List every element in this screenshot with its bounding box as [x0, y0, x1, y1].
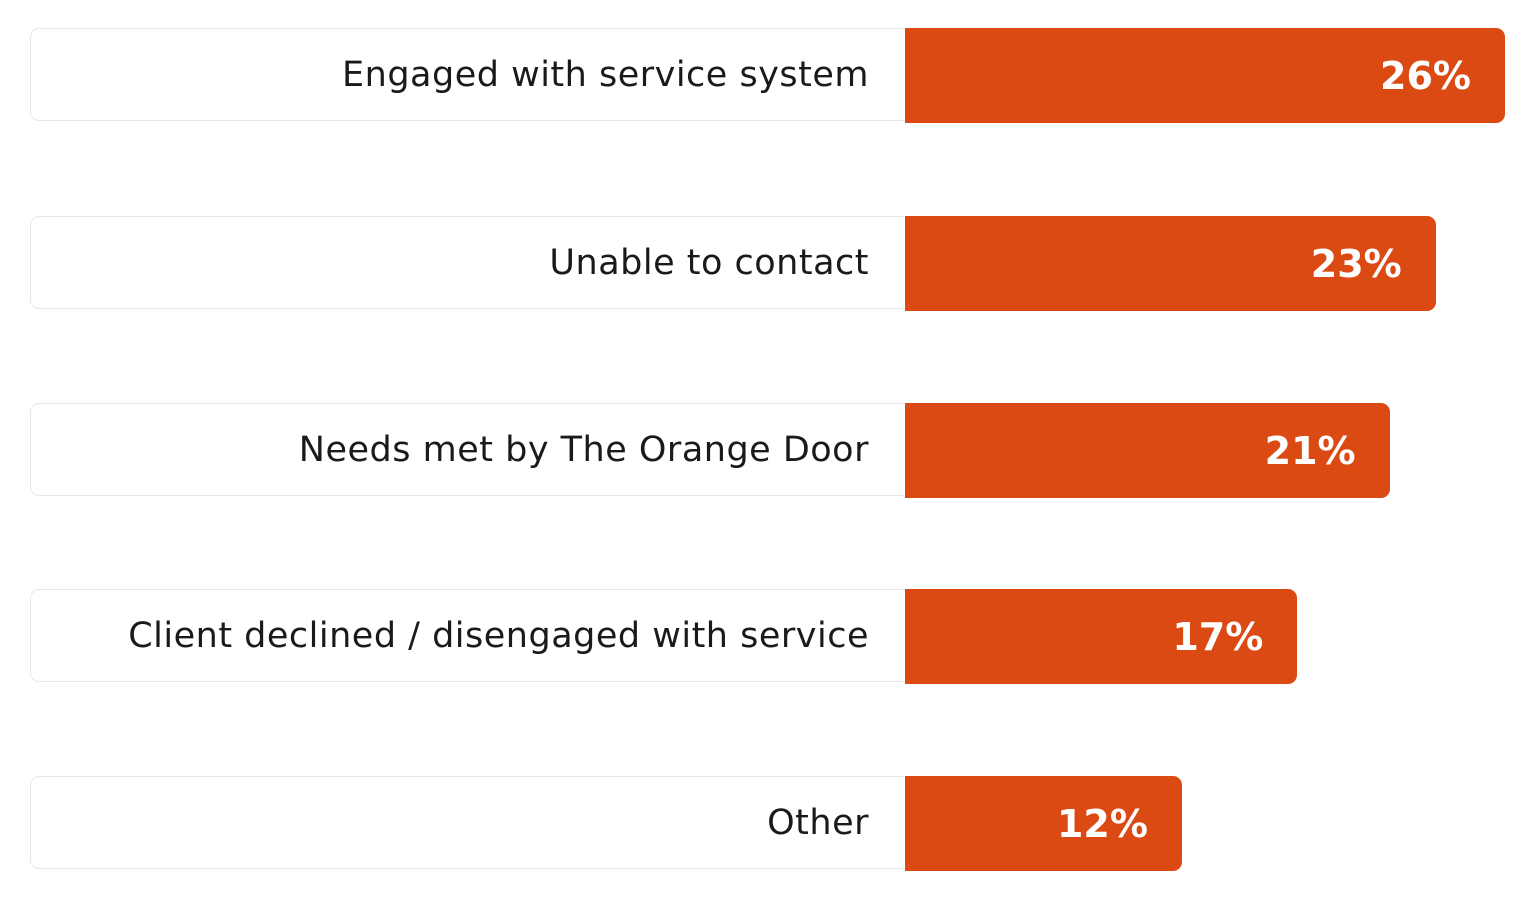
bar-row: Unable to contact 23% [30, 216, 1510, 311]
category-label: Other [30, 776, 905, 869]
bar: 23% [905, 216, 1436, 311]
category-label: Needs met by The Orange Door [30, 403, 905, 496]
bar-row: Needs met by The Orange Door 21% [30, 403, 1510, 498]
bar: 26% [905, 28, 1505, 123]
category-label: Unable to contact [30, 216, 905, 309]
bar: 17% [905, 589, 1298, 684]
category-label: Engaged with service system [30, 28, 905, 121]
bar-row: Other 12% [30, 776, 1510, 871]
value-label: 23% [1310, 241, 1402, 286]
bar-row: Client declined / disengaged with servic… [30, 589, 1510, 684]
bar: 21% [905, 403, 1390, 498]
bar-row: Engaged with service system 26% [30, 28, 1510, 123]
value-label: 26% [1380, 53, 1471, 98]
bar: 12% [905, 776, 1182, 871]
value-label: 17% [1172, 614, 1264, 659]
category-label: Client declined / disengaged with servic… [30, 589, 905, 682]
value-label: 21% [1264, 428, 1356, 473]
value-label: 12% [1056, 801, 1148, 846]
